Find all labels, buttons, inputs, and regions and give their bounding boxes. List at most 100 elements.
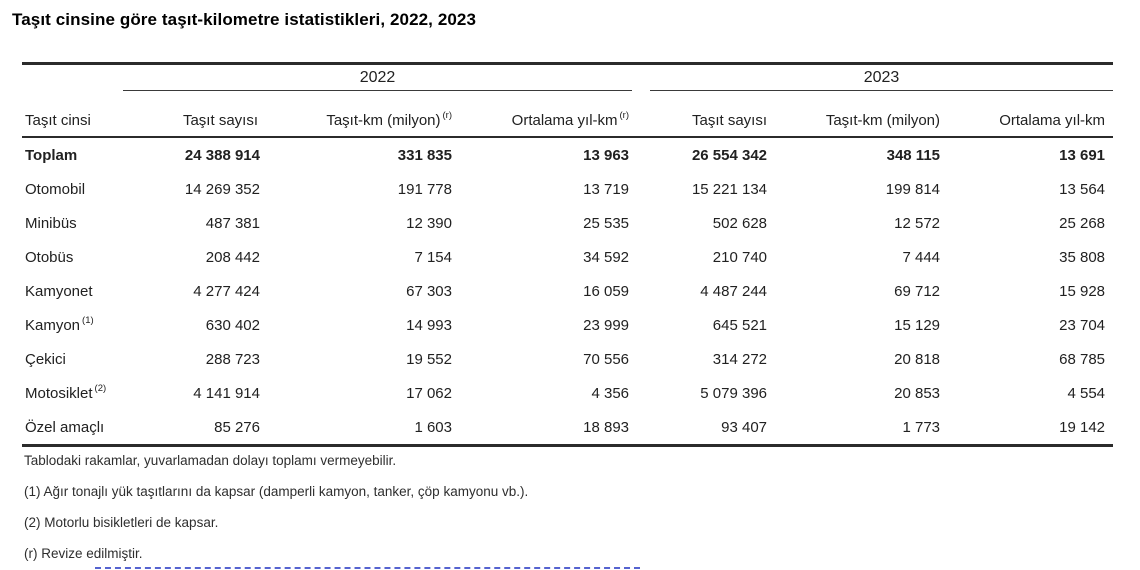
table-row: Özel amaçlı 85 276 1 603 18 893 93 407 1… bbox=[22, 410, 1113, 446]
group-gap bbox=[632, 274, 650, 308]
group-gap bbox=[632, 90, 651, 138]
cell-2022-tasit-sayisi: 487 381 bbox=[205, 214, 260, 232]
footnote-marker: (1) bbox=[82, 315, 94, 326]
cutoff-dashed-underline bbox=[95, 567, 640, 569]
group-gap bbox=[632, 240, 650, 274]
cell-2022-tasit-sayisi: 4 141 914 bbox=[193, 384, 260, 402]
cell-2023-tasit-sayisi: 5 079 396 bbox=[700, 384, 768, 402]
cell-2023-tasit-sayisi: 314 272 bbox=[712, 350, 768, 368]
table-row: Çekici 288 723 19 552 70 556 314 272 20 … bbox=[22, 342, 1113, 376]
row-label: Kamyon (1) bbox=[22, 308, 123, 342]
cell-2022-tasit-sayisi: 14 269 352 bbox=[184, 180, 260, 198]
vehicle-type-label: Özel amaçlı bbox=[25, 419, 105, 436]
group-gap bbox=[632, 172, 650, 206]
footnote-r: (r) Revize edilmiştir. bbox=[24, 546, 143, 561]
cell-2022-tasit-sayisi: 208 442 bbox=[205, 248, 260, 266]
table-header: 2022 2023 Taşıt cinsi Taşıt sayısı Taşıt… bbox=[22, 63, 1114, 138]
cell-2023-tasit-sayisi: 93 407 bbox=[721, 418, 768, 436]
cell-2022-tasit-sayisi: 288 723 bbox=[205, 350, 260, 368]
cell-2023-ortalama-yil-km: 68 785 bbox=[1059, 350, 1106, 368]
cell-2023-ortalama-yil-km: 19 142 bbox=[1059, 418, 1106, 436]
cell-2023-ortalama-yil-km: 13 564 bbox=[1059, 180, 1106, 198]
cell-2022-tasit-km: 19 552 bbox=[406, 350, 452, 368]
cell-2023-ortalama-yil-km: 4 554 bbox=[1067, 384, 1106, 402]
row-label: Özel amaçlı bbox=[22, 410, 123, 446]
cell-2023-tasit-sayisi: 645 521 bbox=[712, 316, 768, 334]
cell-2023-tasit-km: 20 853 bbox=[894, 384, 941, 402]
footnote-1: (1) Ağır tonajlı yük taşıtlarını da kaps… bbox=[24, 484, 529, 499]
column-header-2022-tasit-sayisi: Taşıt sayısı bbox=[123, 90, 263, 138]
column-header-label: Taşıt sayısı bbox=[182, 112, 258, 129]
cell-2023-tasit-km: 199 814 bbox=[885, 180, 941, 198]
table-row: Motosiklet (2) 4 141 914 17 062 4 356 5 0… bbox=[22, 376, 1113, 410]
cell-2023-ortalama-yil-km: 15 928 bbox=[1059, 282, 1106, 300]
cell-2022-tasit-km: 1 603 bbox=[414, 418, 452, 436]
cell-2023-ortalama-yil-km: 35 808 bbox=[1059, 248, 1106, 266]
group-gap bbox=[632, 376, 650, 410]
cell-2023-tasit-km: 15 129 bbox=[894, 316, 941, 334]
column-header-2022-ortalama-yil-km: Ortalama yıl-km (r) bbox=[455, 90, 633, 138]
column-header-row: Taşıt cinsi Taşıt sayısı Taşıt-km (milyo… bbox=[22, 90, 1114, 138]
cell-2022-tasit-km: 331 835 bbox=[397, 146, 452, 164]
cell-2023-tasit-km: 12 572 bbox=[894, 214, 941, 232]
column-header-2023-tasit-sayisi: Taşıt sayısı bbox=[650, 90, 771, 138]
column-header-2023-ortalama-yil-km: Ortalama yıl-km bbox=[943, 90, 1114, 138]
row-label: Kamyonet bbox=[22, 274, 123, 308]
vehicle-type-label: Otobüs bbox=[25, 249, 74, 266]
table-row: Otobüs 208 442 7 154 34 592 210 740 7 44… bbox=[22, 240, 1113, 274]
vehicle-type-label: Kamyon bbox=[25, 317, 81, 334]
cell-2023-ortalama-yil-km: 13 691 bbox=[1059, 146, 1106, 164]
cell-2023-tasit-sayisi: 15 221 134 bbox=[691, 180, 768, 198]
table-row: Otomobil 14 269 352 191 778 13 719 15 22… bbox=[22, 172, 1113, 206]
cell-2022-ortalama-yil-km: 25 535 bbox=[583, 214, 630, 232]
table-row: Kamyon (1) 630 402 14 993 23 999 645 521 … bbox=[22, 308, 1113, 342]
cell-2023-tasit-km: 1 773 bbox=[902, 418, 941, 436]
cell-2023-tasit-km: 7 444 bbox=[902, 248, 941, 266]
footnote-marker-r: (r) bbox=[619, 110, 630, 121]
cell-2022-ortalama-yil-km: 23 999 bbox=[583, 316, 630, 334]
vehicle-type-label: Minibüs bbox=[25, 215, 77, 232]
vehicle-type-label: Motosiklet bbox=[25, 385, 93, 402]
column-header-label: Ortalama yıl-km bbox=[511, 112, 618, 129]
year-header-2023: 2023 bbox=[650, 63, 1114, 91]
table-body: Toplam 24 388 914 331 835 13 963 26 554 … bbox=[22, 137, 1113, 446]
cell-2022-ortalama-yil-km: 4 356 bbox=[591, 384, 630, 402]
cell-2023-ortalama-yil-km: 25 268 bbox=[1059, 214, 1106, 232]
column-header-label: Taşıt-km (milyon) bbox=[825, 112, 941, 129]
column-header-2023-tasit-km: Taşıt-km (milyon) bbox=[770, 90, 944, 138]
year-row-spacer bbox=[22, 64, 123, 91]
row-label: Motosiklet (2) bbox=[22, 376, 123, 410]
cell-2022-tasit-sayisi: 4 277 424 bbox=[193, 282, 260, 300]
cell-2023-tasit-km: 348 115 bbox=[886, 146, 941, 164]
cell-2022-tasit-km: 17 062 bbox=[406, 384, 452, 402]
footnotes-section: Tablodaki rakamlar, yuvarlamadan dolayı … bbox=[24, 452, 528, 570]
cell-2022-tasit-sayisi: 630 402 bbox=[205, 316, 260, 334]
vehicle-type-label: Toplam bbox=[25, 147, 78, 164]
statistics-table: 2022 2023 Taşıt cinsi Taşıt sayısı Taşıt… bbox=[22, 62, 1114, 447]
cell-2022-ortalama-yil-km: 16 059 bbox=[583, 282, 630, 300]
page-title: Taşıt cinsine göre taşıt-kilometre istat… bbox=[12, 10, 477, 29]
row-label: Otobüs bbox=[22, 240, 123, 274]
cell-2022-ortalama-yil-km: 18 893 bbox=[583, 418, 630, 436]
cell-2022-tasit-sayisi: 24 388 914 bbox=[184, 146, 260, 164]
table-row: Toplam 24 388 914 331 835 13 963 26 554 … bbox=[22, 137, 1113, 172]
cell-2022-tasit-km: 12 390 bbox=[406, 214, 452, 232]
column-header-label: Ortalama yıl-km bbox=[999, 112, 1106, 129]
group-gap bbox=[632, 342, 650, 376]
cell-2022-tasit-sayisi: 85 276 bbox=[214, 418, 260, 436]
year-header-2022: 2022 bbox=[123, 63, 633, 91]
group-gap bbox=[632, 64, 650, 91]
cell-2022-tasit-km: 14 993 bbox=[406, 316, 452, 334]
cell-2023-tasit-sayisi: 26 554 342 bbox=[691, 146, 768, 164]
cell-2023-tasit-km: 20 818 bbox=[894, 350, 941, 368]
footnote-rounding: Tablodaki rakamlar, yuvarlamadan dolayı … bbox=[24, 453, 397, 468]
column-header-label: Taşıt sayısı bbox=[691, 112, 768, 129]
vehicle-type-label: Çekici bbox=[25, 351, 66, 368]
table-row: Kamyonet 4 277 424 67 303 16 059 4 487 2… bbox=[22, 274, 1113, 308]
cell-2023-tasit-sayisi: 210 740 bbox=[712, 248, 768, 266]
column-header-tasit-cinsi: Taşıt cinsi bbox=[22, 90, 123, 138]
cell-2022-ortalama-yil-km: 13 963 bbox=[583, 146, 630, 164]
cell-2022-ortalama-yil-km: 13 719 bbox=[583, 180, 630, 198]
group-gap bbox=[632, 308, 650, 342]
